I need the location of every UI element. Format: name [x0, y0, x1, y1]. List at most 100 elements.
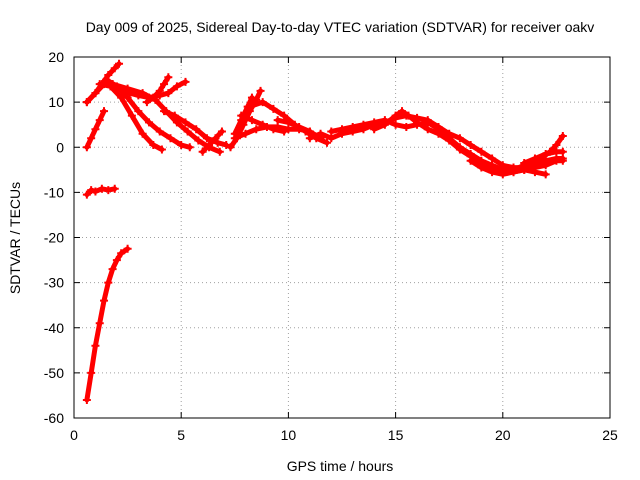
- data-point: [230, 134, 239, 143]
- data-point: [95, 116, 104, 125]
- axis-ticks: [73, 56, 611, 419]
- data-point: [558, 156, 567, 165]
- data-point: [115, 59, 124, 68]
- data-point: [552, 140, 561, 149]
- data-point: [252, 125, 261, 134]
- data-point: [338, 125, 346, 134]
- data-point: [100, 296, 109, 305]
- data-point: [95, 80, 104, 89]
- data-point: [295, 122, 304, 131]
- data-point: [391, 120, 400, 129]
- y-tick-label: 20: [48, 49, 64, 65]
- data-point: [177, 140, 186, 149]
- data-point: [558, 147, 567, 156]
- data-point: [138, 129, 147, 138]
- data-point: [82, 395, 91, 404]
- data-point: [217, 127, 226, 136]
- data-point: [127, 111, 136, 120]
- data-point: [213, 138, 222, 147]
- data-point: [170, 111, 179, 120]
- series-track-11: [198, 127, 226, 156]
- data-point: [327, 134, 336, 143]
- data-point: [110, 64, 119, 73]
- data-point: [155, 127, 164, 136]
- data-point: [541, 170, 550, 179]
- data-point: [123, 84, 132, 93]
- series-track-3: [82, 107, 109, 152]
- data-point: [205, 140, 214, 149]
- series-track-17: [273, 116, 314, 136]
- data-point: [466, 140, 475, 149]
- data-point: [541, 161, 550, 170]
- x-tick-label: 25: [602, 427, 618, 443]
- data-point: [104, 278, 113, 287]
- data-point: [488, 154, 497, 163]
- data-point: [104, 186, 113, 195]
- data-point: [87, 186, 96, 195]
- data-point: [134, 107, 143, 116]
- y-tick-label: -10: [44, 184, 64, 200]
- data-point: [284, 125, 293, 134]
- data-point: [100, 107, 109, 116]
- x-tick-label: 0: [70, 427, 78, 443]
- data-point: [322, 138, 331, 147]
- data-point: [530, 154, 539, 163]
- data-point: [157, 145, 166, 154]
- y-tick-label: -50: [44, 365, 64, 381]
- data-point: [155, 86, 164, 95]
- data-point: [87, 134, 96, 143]
- y-tick-label: -20: [44, 230, 64, 246]
- data-point: [91, 125, 100, 134]
- data-point: [172, 82, 181, 91]
- data-point: [280, 127, 289, 136]
- data-point: [151, 95, 160, 104]
- data-point: [82, 190, 91, 199]
- data-point: [183, 127, 192, 136]
- series-band: [84, 246, 131, 403]
- data-point: [108, 265, 117, 274]
- data-point: [404, 111, 413, 120]
- y-tick-label: -30: [44, 275, 64, 291]
- data-point: [316, 129, 325, 138]
- series-track-2: [82, 184, 119, 199]
- data-point: [370, 125, 379, 134]
- data-point: [185, 143, 194, 152]
- data-point: [237, 111, 246, 120]
- data-series: [82, 59, 567, 404]
- data-point: [91, 187, 100, 196]
- data-point: [245, 102, 254, 111]
- series-track-23: [520, 147, 567, 168]
- data-point: [82, 98, 91, 107]
- data-point: [258, 120, 267, 129]
- data-point: [520, 165, 529, 174]
- data-point: [117, 249, 126, 258]
- data-point: [215, 147, 224, 156]
- data-point: [280, 111, 289, 120]
- data-point: [247, 116, 256, 125]
- data-point: [192, 125, 201, 134]
- data-point: [498, 170, 507, 179]
- y-tick-labels: -60 -50 -40 -30 -20 -10 0 10 20: [44, 49, 64, 426]
- data-point: [181, 77, 190, 86]
- data-point: [284, 118, 293, 127]
- data-point: [149, 140, 158, 149]
- x-tick-labels: 0 5 10 15 20 25: [70, 427, 618, 443]
- series-track-21: [466, 156, 550, 179]
- data-point: [123, 244, 132, 253]
- chart-title: Day 009 of 2025, Sidereal Day-to-day VTE…: [86, 19, 595, 35]
- data-point: [110, 184, 119, 193]
- data-point: [160, 107, 169, 116]
- data-point: [327, 127, 336, 136]
- data-point: [380, 120, 389, 129]
- data-point: [466, 156, 475, 165]
- x-tick-label: 15: [388, 427, 404, 443]
- data-point: [477, 147, 486, 156]
- data-point: [198, 147, 207, 156]
- x-tick-label: 5: [177, 427, 185, 443]
- data-point: [488, 168, 497, 177]
- data-point: [530, 168, 539, 177]
- data-point: [87, 368, 96, 377]
- data-point: [413, 118, 422, 127]
- data-point: [520, 159, 529, 168]
